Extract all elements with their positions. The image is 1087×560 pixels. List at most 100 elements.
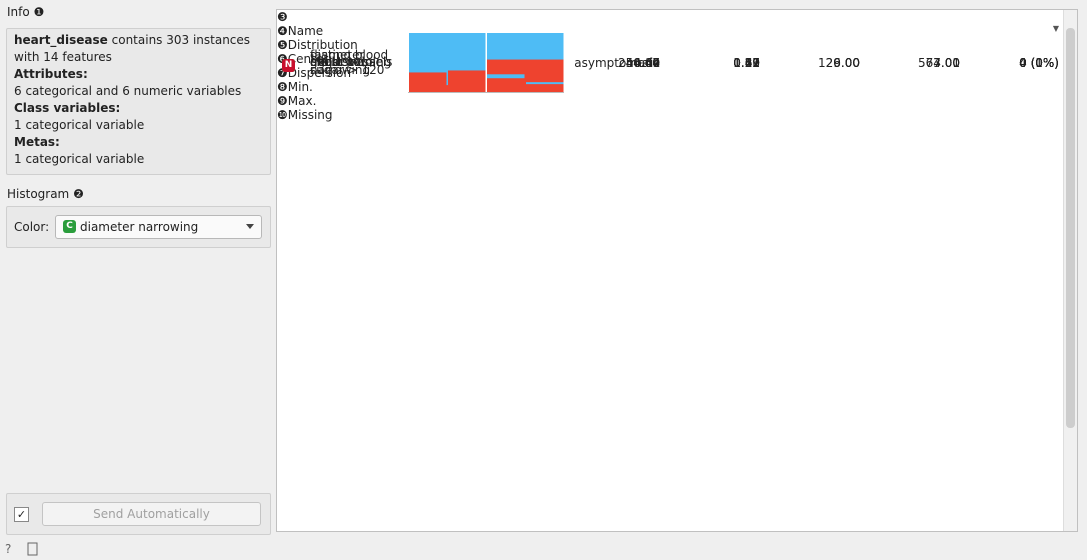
column-header[interactable]: ❹Name ▼ <box>277 24 1059 38</box>
histogram-bar-blue <box>487 74 525 79</box>
type-cell: N <box>282 56 295 72</box>
color-value: diameter narrowing <box>80 220 199 234</box>
section-label: Class variables: <box>14 101 121 115</box>
info-title: Info ❶ <box>7 5 44 19</box>
histogram-marker: ❷ <box>73 187 84 201</box>
missing-value: 0 (0%) <box>1019 55 1059 70</box>
auto-send-checkbox[interactable]: ✓ <box>14 507 29 522</box>
column-label: Max. <box>287 94 317 108</box>
max-value: 564.00 <box>918 55 960 70</box>
scrollbar-handle[interactable] <box>1066 28 1075 428</box>
send-box: ✓ Send Automatically <box>6 493 271 535</box>
column-label: Center <box>287 52 329 66</box>
info-title-text: Info <box>7 5 30 19</box>
dispersion-value: 0.17 <box>733 55 760 70</box>
histogram-title: Histogram ❷ <box>7 187 84 201</box>
column-marker: ❾ <box>277 94 288 108</box>
missing-value: 0 (0%) <box>1019 55 1059 70</box>
max-value: 3.00 <box>933 55 960 70</box>
center-value: 0.67 <box>633 55 660 70</box>
column-label: Distribution <box>287 38 358 52</box>
histogram-bar-red <box>526 84 564 92</box>
dispersion-value: 0.63 <box>733 55 760 70</box>
min-value: 126.00 <box>818 55 860 70</box>
dispersion-value: 0.42 <box>733 55 760 70</box>
column-label: Min. <box>287 80 313 94</box>
feature-name: exerc ind ang <box>310 55 392 69</box>
feature-name: age <box>310 55 333 69</box>
dispersion-value: 0.21 <box>733 55 760 70</box>
min-value: 0 <box>852 55 860 70</box>
table-header: ❸❹Name▼❺Distribution❻Center❼Dispersion❽M… <box>277 10 1063 122</box>
column-marker: ❺ <box>277 38 288 52</box>
dropdown-arrow <box>246 224 254 229</box>
feature-name: major vessels <box>310 55 393 69</box>
section-label: Attributes: <box>14 67 88 81</box>
column-header[interactable]: ❽Min. <box>277 80 376 94</box>
sort-indicator: ▼ <box>1052 24 1059 33</box>
dispersion-value: 0.63 <box>733 55 760 70</box>
histogram-bar-red <box>487 78 525 92</box>
max-value: 77.00 <box>925 55 960 70</box>
column-header[interactable]: ❺Distribution <box>277 38 436 52</box>
missing-value: 4 (1%) <box>1019 55 1059 70</box>
missing-value: 0 (0%) <box>1019 55 1059 70</box>
center-value: male <box>630 55 660 70</box>
histogram-bar-blue <box>487 33 564 60</box>
column-marker: ❽ <box>277 80 288 94</box>
section-text: 6 categorical and 6 numeric variables <box>14 84 242 98</box>
status-icons: ? <box>5 542 38 556</box>
center-value: 0 <box>652 55 660 70</box>
column-label: Missing <box>287 108 333 122</box>
color-type-badge: C <box>63 220 76 233</box>
info-box: heart_disease contains 303 instances wit… <box>6 28 271 175</box>
dataset-name: heart_disease <box>14 33 108 47</box>
summary-text: contains 303 instances with 14 features <box>14 33 251 64</box>
color-dropdown[interactable]: C diameter narrowing <box>55 215 262 239</box>
histogram-title-text: Histogram <box>7 187 70 201</box>
feature-name: gender <box>310 55 353 69</box>
feature-name: cholesterol <box>310 55 376 69</box>
column-marker: ❸ <box>277 10 288 24</box>
center-value: 0 <box>652 55 660 70</box>
histogram-bar-blue <box>448 62 486 71</box>
column-header[interactable]: ❸ <box>277 10 305 24</box>
center-value: asymptomatic <box>574 55 660 70</box>
center-value: 246.69 <box>618 55 660 70</box>
scrollbar[interactable] <box>1063 10 1077 531</box>
type-badge: N <box>282 59 295 72</box>
info-marker: ❶ <box>33 5 45 19</box>
info-summary: heart_disease contains 303 instances wit… <box>14 32 263 66</box>
histogram-bar-red <box>448 70 486 92</box>
histogram-box: Color: C diameter narrowing <box>6 206 271 248</box>
send-button[interactable]: Send Automatically <box>42 502 261 526</box>
column-header[interactable]: ❾Max. <box>277 94 376 108</box>
missing-value: 0 (0%) <box>1019 55 1059 70</box>
help-icon[interactable]: ? <box>5 542 11 556</box>
column-label: Name <box>287 24 324 38</box>
missing-value: 0 (0%) <box>1019 55 1059 70</box>
section-label: Metas: <box>14 135 60 149</box>
dispersion-value: 1.39 <box>733 55 760 70</box>
dispersion-value: 0.69 <box>733 55 760 70</box>
info-content: heart_disease contains 303 instances wit… <box>7 29 270 171</box>
histogram-bar-blue <box>409 33 447 73</box>
missing-value: 0 (0%) <box>1019 55 1059 70</box>
column-header[interactable]: ❿Missing <box>277 108 375 122</box>
section-text: 1 categorical variable <box>14 152 145 166</box>
center-value: 0 <box>652 55 660 70</box>
center-value: 54.44 <box>625 55 660 70</box>
histogram-bar-red <box>409 72 447 92</box>
column-marker: ❹ <box>277 24 288 38</box>
column-label: Dispersion <box>287 66 352 80</box>
column-header[interactable]: ❼Dispersion <box>277 66 376 80</box>
max-value: 1 <box>952 55 960 70</box>
statistics-table: ❸❹Name▼❺Distribution❻Center❼Dispersion❽M… <box>276 9 1078 532</box>
column-marker: ❼ <box>277 66 288 80</box>
feature-name: fasting blood sugar > 120 <box>310 47 389 77</box>
feature-name: chest pain <box>310 55 373 69</box>
column-marker: ❿ <box>277 108 288 122</box>
report-icon[interactable] <box>27 542 38 556</box>
